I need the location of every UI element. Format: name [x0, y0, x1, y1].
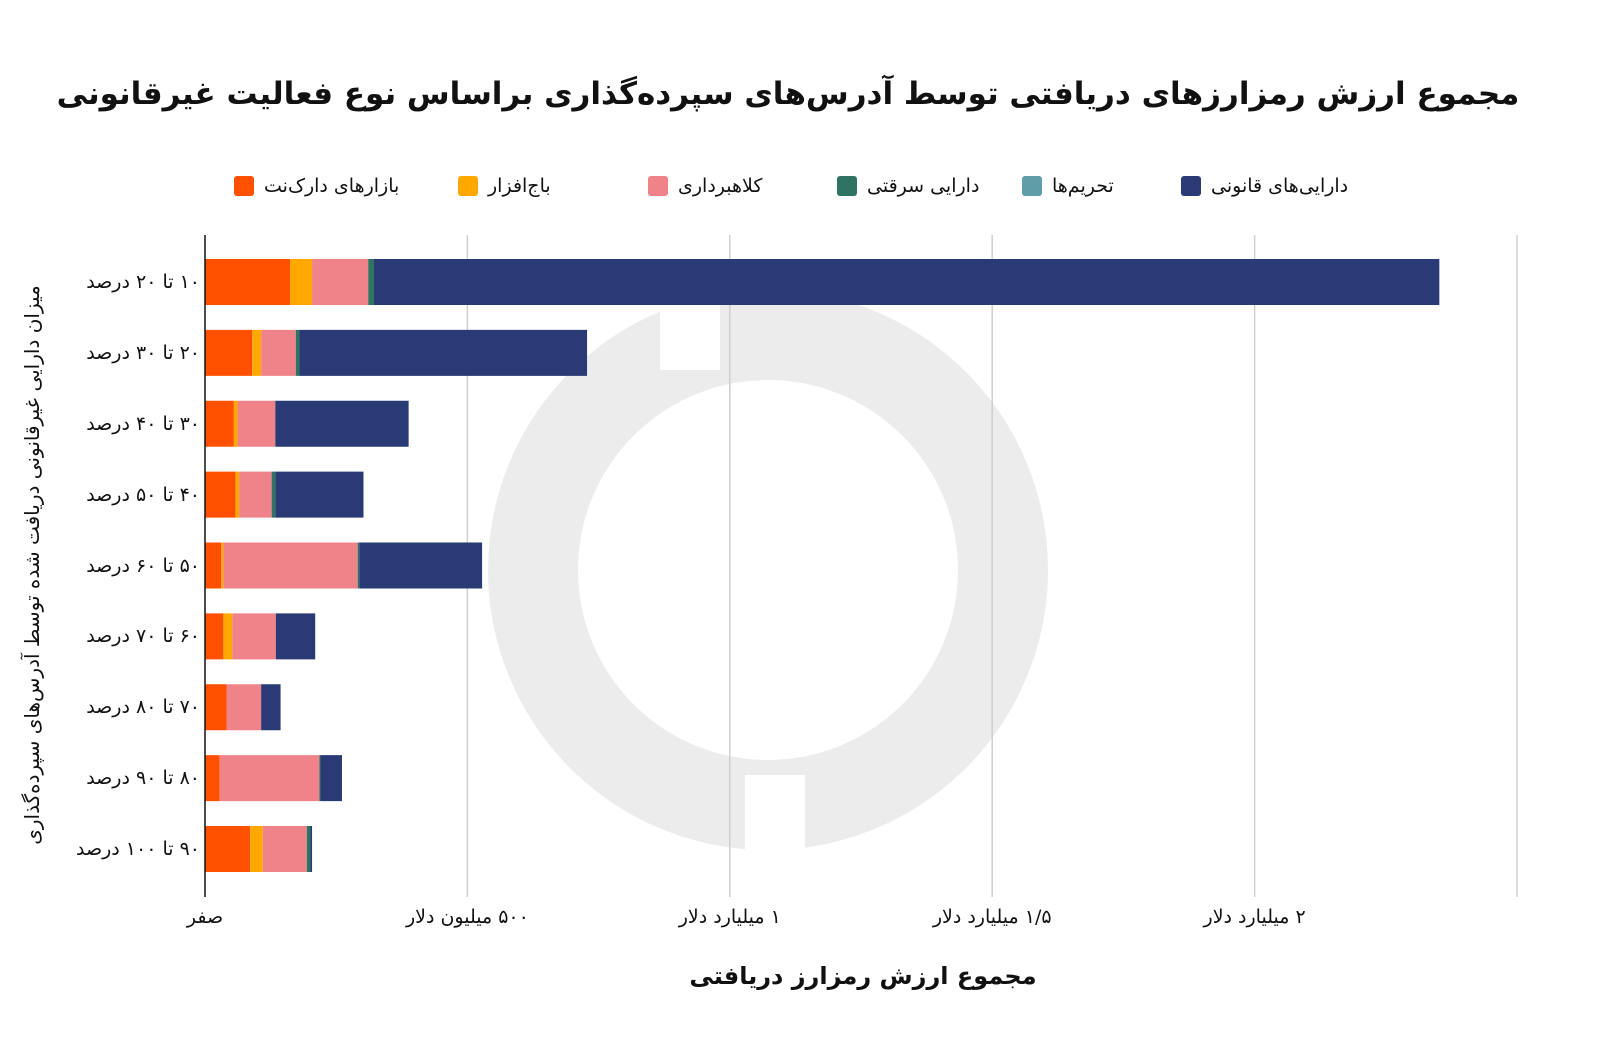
x-tick-label: ۱ میلیارد دلار	[678, 906, 781, 928]
bar-segment	[275, 471, 364, 518]
y-tick-label: ۸۰ تا ۹۰ درصد	[86, 767, 200, 790]
bar-segment	[252, 329, 262, 376]
bar-segment	[235, 471, 240, 518]
legend-swatch	[648, 176, 668, 196]
x-axis-title: مجموع ارزش رمزارز دریافتی	[689, 962, 1037, 990]
bar-segment	[205, 684, 227, 731]
bar-segment	[232, 613, 276, 660]
y-tick-label: ۴۰ تا ۵۰ درصد	[86, 483, 200, 506]
legend-item-darknet: بازارهای دارک‌نت	[234, 174, 399, 198]
legend-label: بازارهای دارک‌نت	[264, 175, 400, 197]
legend-swatch	[458, 176, 478, 196]
y-tick-label: ۳۰ تا ۴۰ درصد	[86, 412, 200, 435]
bar-segment	[271, 471, 276, 518]
bar-segment	[205, 826, 251, 872]
bar-segment	[205, 471, 236, 518]
bar-segment	[299, 329, 588, 376]
legend-swatch	[1022, 176, 1042, 196]
legend-item-stolen: دارایی سرقتی	[837, 174, 979, 198]
legend-swatch	[1181, 176, 1201, 196]
bar-segment	[223, 613, 233, 660]
bar-segment	[275, 400, 409, 447]
y-tick-label: ۲۰ تا ۳۰ درصد	[86, 341, 200, 364]
legend-swatch	[837, 176, 857, 196]
bar-segment	[261, 329, 296, 376]
legend-label: باج‌افزار	[488, 175, 551, 197]
bar-segment	[262, 826, 307, 872]
bar-segment	[226, 684, 262, 731]
bar-segment	[223, 542, 358, 589]
bar-segment	[275, 613, 316, 660]
legend-item-ransomware: باج‌افزار	[458, 174, 551, 198]
x-tick-label: ۲ میلیارد دلار	[1203, 906, 1306, 928]
bar-segment	[290, 259, 313, 305]
bar-segment	[319, 755, 321, 802]
x-tick-label: صفر	[186, 906, 224, 928]
bar-segment	[357, 542, 360, 589]
bar-segment	[205, 613, 224, 660]
watermark-logo	[488, 290, 1048, 855]
chart-title: مجموع ارزش رمزارزهای دریافتی توسط آدرس‌ه…	[56, 76, 1520, 112]
bar-segment	[359, 542, 483, 589]
y-tick-label: ۶۰ تا ۷۰ درصد	[86, 625, 200, 648]
bar-segment	[205, 329, 253, 376]
bar-segment	[205, 259, 291, 305]
bar-segment	[320, 755, 342, 802]
y-tick-label: ۵۰ تا ۶۰ درصد	[86, 554, 200, 577]
bar-segment	[205, 400, 234, 447]
bar-segment	[368, 259, 374, 305]
bar-segment	[261, 684, 281, 731]
legend-item-sanctions: تحریم‌ها	[1022, 174, 1114, 198]
legend-label: تحریم‌ها	[1052, 175, 1114, 197]
bar-segment	[219, 755, 320, 802]
y-tick-label: ۷۰ تا ۸۰ درصد	[86, 696, 200, 719]
legend-swatch	[234, 176, 254, 196]
bar-segment	[310, 826, 313, 872]
bar-segment	[312, 259, 369, 305]
y-tick-label: ۱۰ تا ۲۰ درصد	[86, 271, 200, 293]
bar-segment	[295, 329, 300, 376]
bar-segment	[239, 471, 272, 518]
legend-item-legal: دارایی‌های قانونی	[1181, 174, 1348, 198]
bar-segment	[306, 826, 311, 872]
bar-segment	[205, 542, 222, 589]
bar-segment	[205, 755, 220, 802]
x-tick-label: ۵۰۰ میلیون دلار	[405, 906, 529, 928]
x-tick-label: ۱/۵ میلیارد دلار	[932, 906, 1052, 928]
legend-label: کلاهبرداری	[678, 175, 763, 197]
legend-label: دارایی سرقتی	[867, 175, 980, 197]
bar-segment	[221, 542, 224, 589]
y-tick-label: ۹۰ تا ۱۰۰ درصد	[76, 838, 200, 860]
bar-segment	[250, 826, 263, 872]
bar-segment	[373, 259, 1440, 305]
bar-segment	[233, 400, 238, 447]
legend-label: دارایی‌های قانونی	[1211, 175, 1349, 197]
legend-item-scam: کلاهبرداری	[648, 174, 762, 198]
y-axis-title: میزان دارایی غیرقانونی دریافت شده توسط آ…	[20, 285, 44, 845]
bar-segment	[237, 400, 276, 447]
